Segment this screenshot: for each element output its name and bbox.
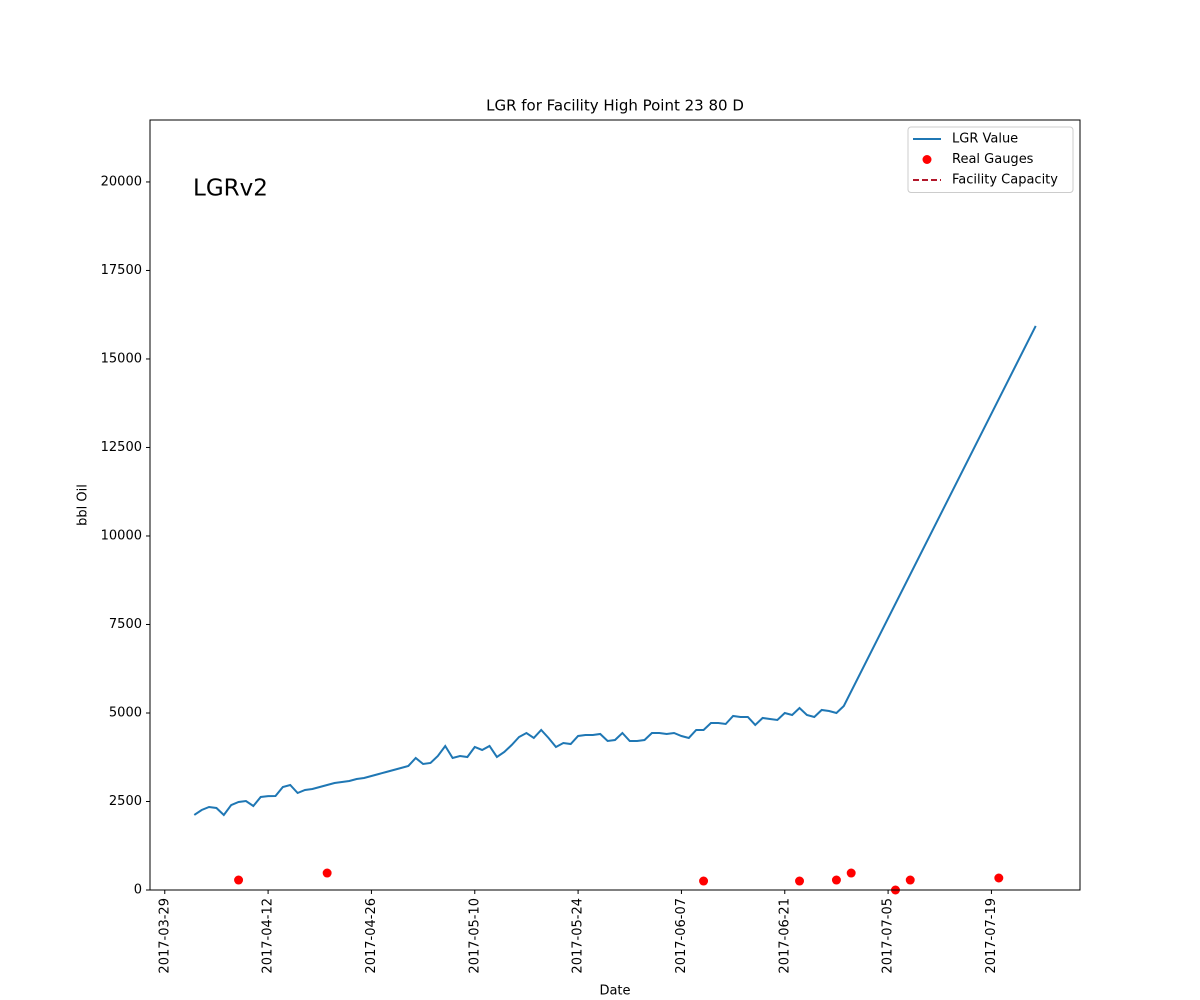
y-tick-label: 15000	[101, 351, 142, 366]
x-tick-label: 2017-06-21	[777, 898, 792, 974]
gauge-point	[795, 876, 805, 886]
legend-box	[907, 126, 1074, 193]
x-tick-label: 2017-05-24	[571, 898, 586, 974]
annotation: LGRv2	[193, 176, 268, 202]
gauge-point	[831, 875, 841, 885]
legend-label: Facility Capacity	[952, 173, 1058, 188]
x-tick-label: 2017-05-10	[467, 898, 482, 974]
line	[193, 325, 1037, 817]
y-tick-label: 5000	[109, 705, 142, 720]
chart-title: LGR for Facility High Point 23 80 D	[486, 97, 744, 115]
y-tick-label: 0	[134, 883, 142, 898]
x-axis-label: Date	[599, 984, 630, 999]
y-tick-label: 17500	[101, 263, 142, 278]
x-tick-label: 2017-04-26	[364, 898, 379, 974]
gauge-point	[905, 875, 915, 885]
y-axis-label: bbl Oil	[76, 484, 91, 526]
y-tick-label: 10000	[101, 528, 142, 543]
legend-marker	[922, 155, 932, 164]
legend-label: Real Gauges	[952, 152, 1034, 167]
y-tick-label: 2500	[109, 794, 142, 809]
x-tick-label: 2017-03-29	[157, 898, 172, 974]
y-tick-label: 20000	[101, 174, 142, 189]
x-tick-label: 2017-07-05	[881, 898, 896, 974]
gauge-point	[846, 868, 856, 878]
gauge-point	[234, 875, 244, 885]
y-tick-label: 12500	[101, 440, 142, 455]
legend-label: LGR Value	[952, 132, 1018, 147]
gauge-point	[322, 868, 332, 878]
y-tick-label: 7500	[109, 617, 142, 632]
plot-frame	[149, 119, 1081, 891]
gauge-point	[699, 876, 709, 886]
gauge-point	[994, 873, 1004, 883]
x-tick-label: 2017-06-07	[674, 898, 689, 974]
x-tick-label: 2017-04-12	[261, 898, 276, 974]
x-tick-label: 2017-07-19	[984, 898, 999, 974]
